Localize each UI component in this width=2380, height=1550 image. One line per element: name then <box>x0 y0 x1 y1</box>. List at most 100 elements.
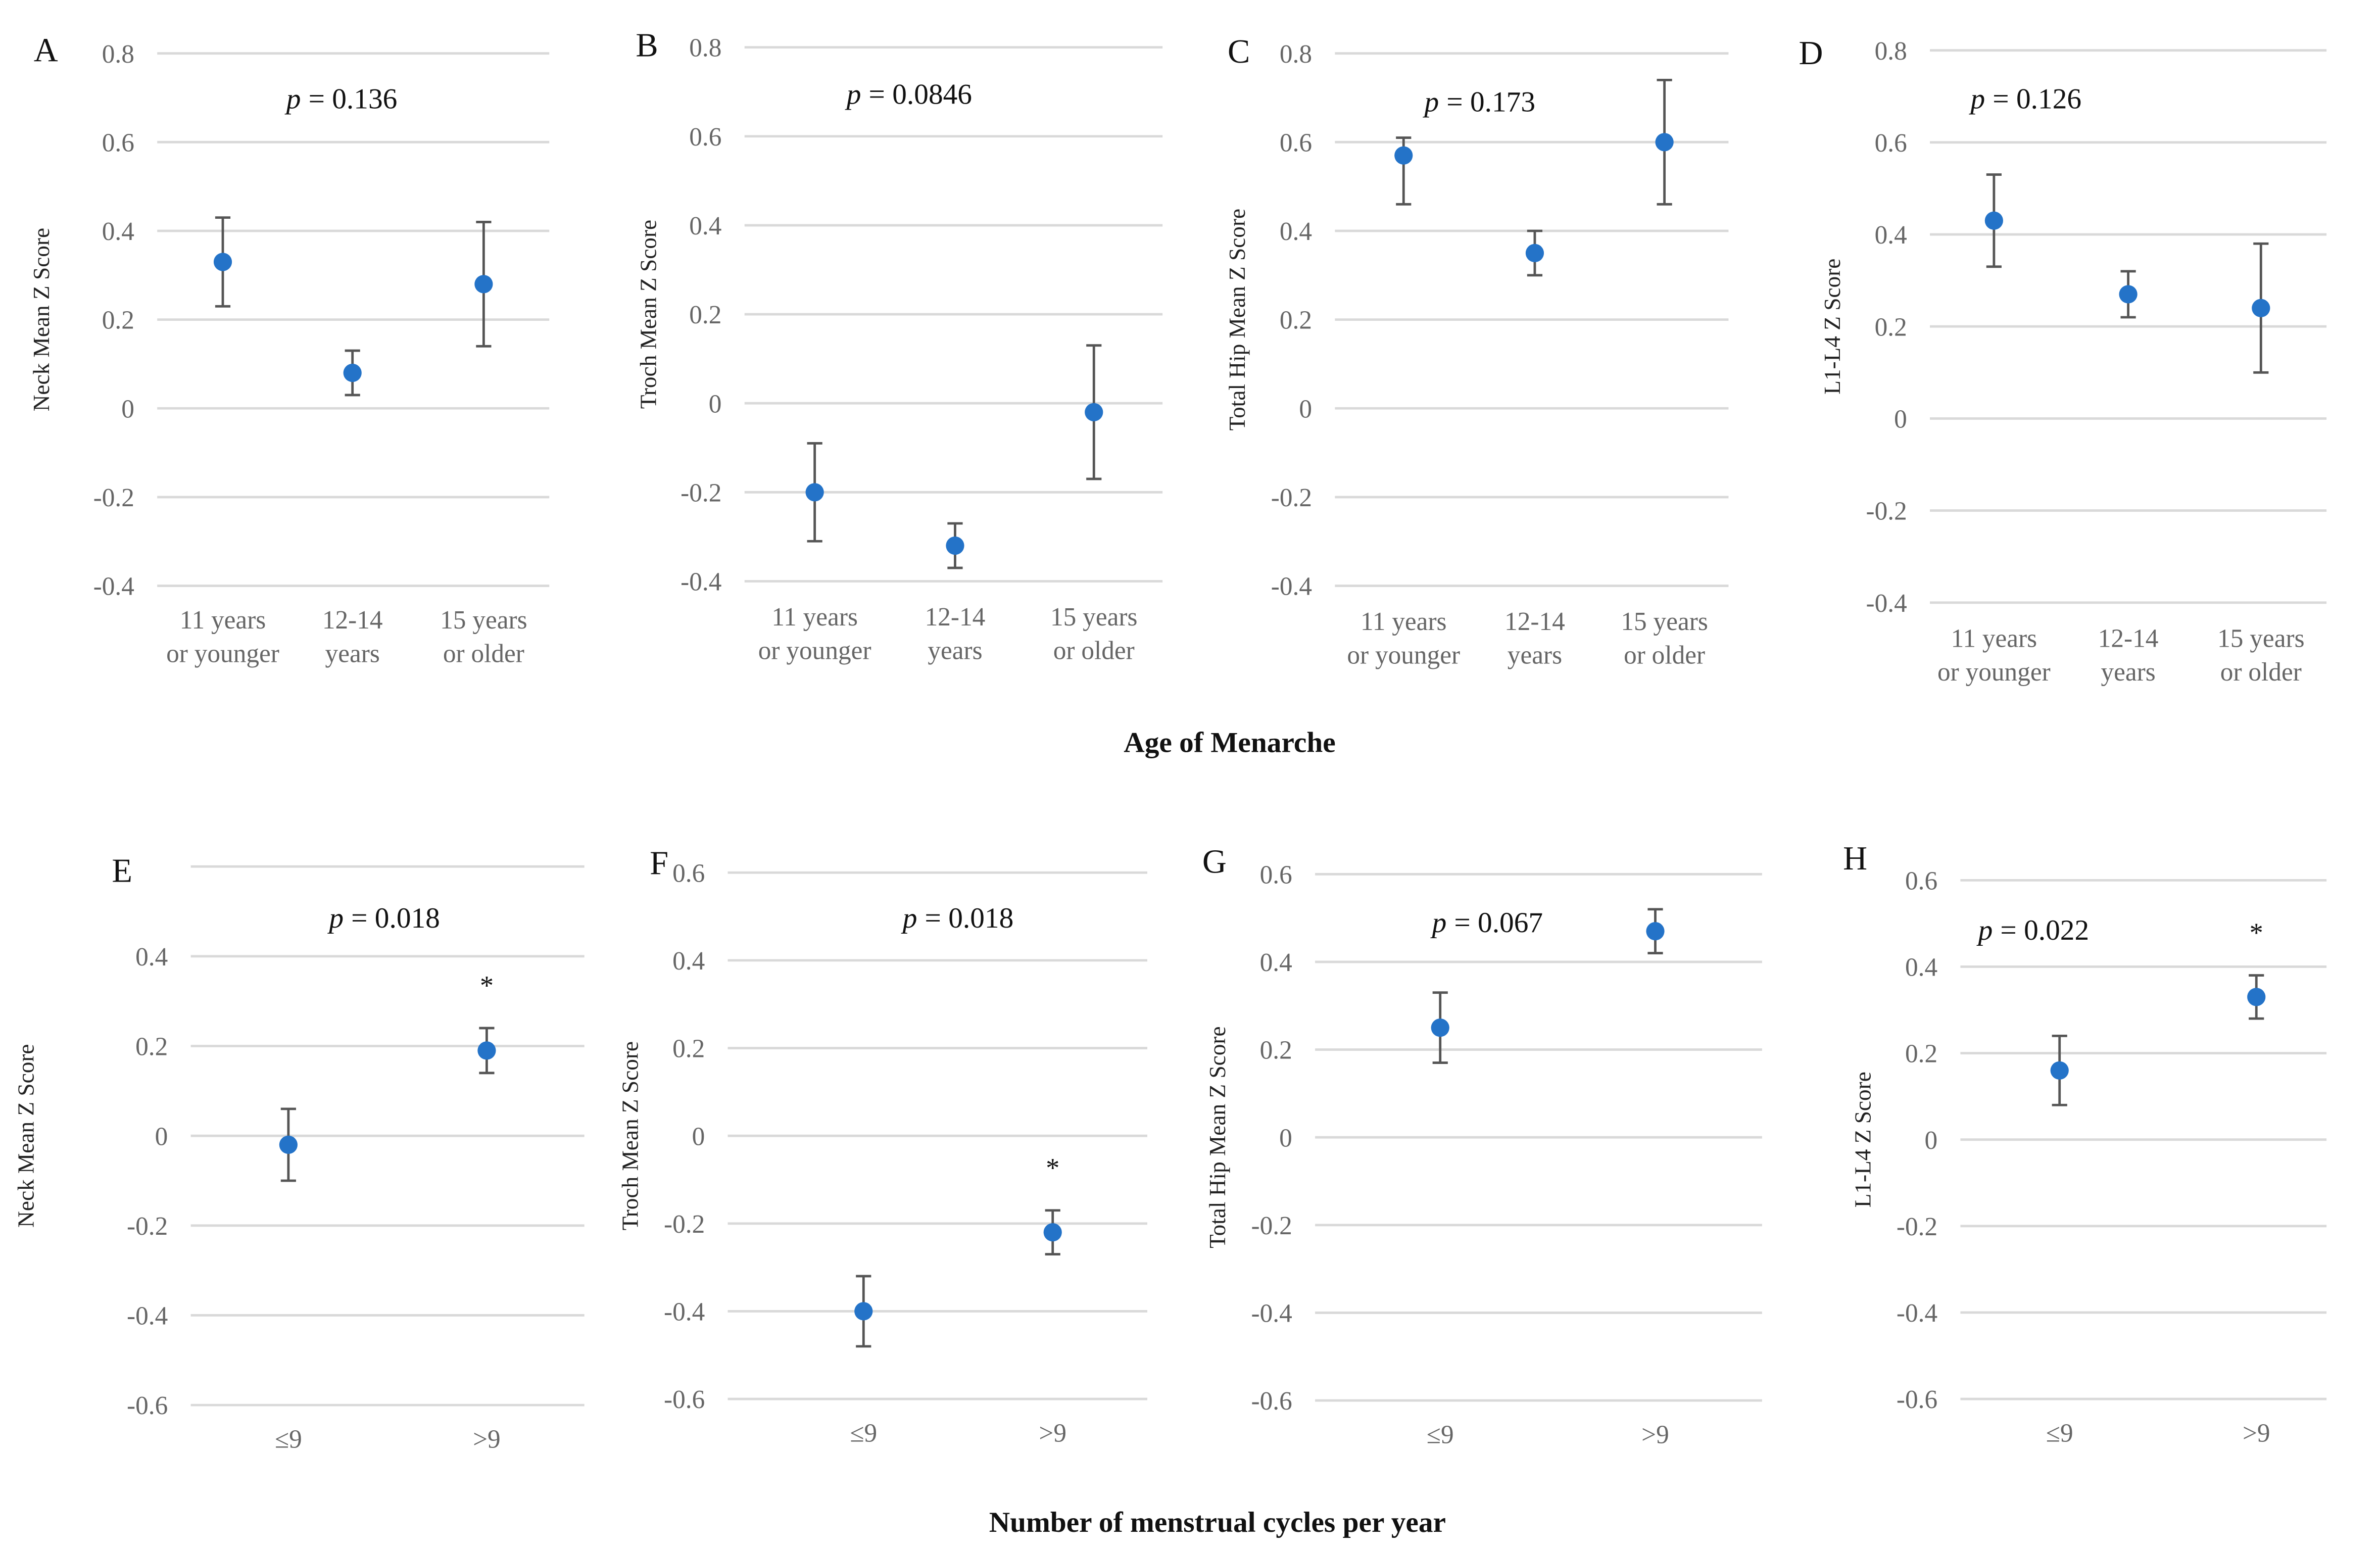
x-category-line: ≤9 <box>1427 1421 1454 1449</box>
x-category-line: years <box>1508 641 1562 670</box>
x-category-label: 12-14 years <box>925 603 986 665</box>
x-category-label: 15 years or older <box>2217 624 2304 686</box>
significance-star: * <box>2250 917 2263 948</box>
x-category-line: years <box>928 637 982 665</box>
panel-letter: A <box>34 32 58 69</box>
x-category-line: 11 years <box>771 603 858 632</box>
data-point <box>1394 146 1413 165</box>
x-category-label: 12-14 years <box>2098 624 2159 686</box>
x-category-line: or younger <box>1347 641 1460 670</box>
x-category-label: >9 <box>2243 1419 2270 1448</box>
y-tick-label: 0.2 <box>135 1033 168 1061</box>
data-point <box>2247 988 2266 1006</box>
x-category-line: or older <box>1624 641 1705 670</box>
y-tick-label: 0 <box>121 395 134 423</box>
x-category-label: 12-14 years <box>1504 607 1565 669</box>
data-point <box>854 1302 873 1321</box>
y-tick-label: 0 <box>709 390 722 418</box>
y-tick-label: -0.2 <box>664 1210 705 1239</box>
p-symbol: p <box>901 902 917 934</box>
x-category-label: 15 years or older <box>1050 603 1137 665</box>
y-tick-label: 0.6 <box>1875 129 1907 158</box>
y-tick-label: -0.4 <box>127 1302 168 1331</box>
y-tick-label: -0.6 <box>127 1391 168 1420</box>
data-point <box>2252 299 2270 317</box>
x-category-line: >9 <box>1641 1421 1669 1449</box>
y-tick-label: -0.2 <box>681 478 721 507</box>
panel-e: 0.4 0.2 0 -0.2 -0.4 -0.6 E Neck Mean Z Score p = … <box>14 852 585 1454</box>
panel-letter: D <box>1799 35 1823 72</box>
y-tick-label: 0.2 <box>689 301 721 329</box>
data-point <box>1646 922 1665 941</box>
x-category-line: or younger <box>166 640 279 668</box>
panel-letter: H <box>1843 840 1867 877</box>
x-category-label: 15 years or older <box>440 606 527 668</box>
x-category-line: 15 years <box>1050 603 1137 632</box>
y-tick-label: 0.2 <box>1260 1036 1292 1065</box>
y-tick-label: 0.6 <box>102 128 134 157</box>
x-category-label: 12-14 years <box>322 606 383 668</box>
y-axis-label: Total Hip Mean Z Score <box>1205 1026 1230 1248</box>
p-value: = 0.0846 <box>869 78 972 110</box>
y-tick-label: 0.6 <box>1260 860 1292 889</box>
y-tick-label: -0.6 <box>664 1385 705 1414</box>
panel-letter: G <box>1202 843 1227 880</box>
y-tick-label: 0.8 <box>1280 40 1312 69</box>
x-category-label: ≤9 <box>275 1425 302 1454</box>
x-category-line: >9 <box>1039 1419 1066 1448</box>
y-tick-label: -0.2 <box>1271 483 1312 512</box>
y-tick-label: 0.4 <box>102 217 134 246</box>
data-point <box>343 363 362 382</box>
y-axis-label: Neck Mean Z Score <box>29 228 54 411</box>
x-category-label: >9 <box>473 1425 501 1454</box>
y-tick-label: 0 <box>1924 1126 1937 1155</box>
panel-letter: C <box>1228 33 1250 70</box>
x-category-line: or older <box>2220 658 2302 687</box>
y-tick-label: 0.4 <box>672 947 705 976</box>
x-category-line: 11 years <box>1951 624 2037 653</box>
p-symbol: p <box>327 902 344 934</box>
panel-f: 0.6 0.4 0.2 0 -0.2 -0.4 -0.6 F Troch Mean Z Scor… <box>617 845 1147 1448</box>
y-tick-label: 0.2 <box>1875 313 1907 342</box>
data-point <box>279 1135 298 1154</box>
x-category-label: 11 years or younger <box>758 603 871 665</box>
y-axis-label: L1-L4 Z Score <box>1820 259 1845 395</box>
data-point <box>2050 1061 2069 1080</box>
y-tick-label: -0.4 <box>681 568 721 597</box>
p-value-annotation: p = 0.067 <box>1430 907 1543 939</box>
x-category-line: ≤9 <box>275 1425 302 1454</box>
y-tick-label: -0.2 <box>127 1212 168 1241</box>
y-tick-label: -0.4 <box>1251 1299 1292 1328</box>
data-point <box>474 275 493 294</box>
y-tick-label: 0 <box>692 1122 705 1151</box>
y-tick-label: 0.6 <box>672 859 705 888</box>
p-value-annotation: p = 0.173 <box>1422 86 1535 118</box>
y-axis-label: L1-L4 Z Score <box>1850 1072 1875 1207</box>
y-tick-label: -0.4 <box>1271 572 1312 601</box>
y-axis-label: Total Hip Mean Z Score <box>1225 209 1250 430</box>
data-point <box>213 253 232 271</box>
panel-d: 0.8 0.6 0.4 0.2 0 -0.2 -0.4 D L1-L4 Z Score p = 0.… <box>1799 35 2327 687</box>
x-category-line: 15 years <box>2217 624 2304 653</box>
y-tick-label: 0.4 <box>689 212 721 240</box>
x-category-line: 12-14 <box>1504 607 1565 636</box>
y-tick-label: 0 <box>1894 405 1907 434</box>
y-tick-label: -0.2 <box>1897 1213 1937 1241</box>
significance-star: * <box>1046 1152 1059 1183</box>
data-point <box>1085 403 1103 421</box>
data-point <box>1043 1223 1062 1242</box>
y-tick-label: 0.4 <box>1875 221 1907 250</box>
significance-star: * <box>480 971 494 1001</box>
y-axis-label: Troch Mean Z Score <box>636 220 661 409</box>
x-category-line: or younger <box>1937 658 2051 687</box>
panel-h: 0.6 0.4 0.2 0 -0.2 -0.4 -0.6 H L1-L4 Z Score p = 0… <box>1843 840 2327 1448</box>
panel-letter: E <box>112 852 132 889</box>
panel-g: 0.6 0.4 0.2 0 -0.2 -0.4 -0.6 G Total Hip Mean Z … <box>1202 843 1762 1449</box>
p-value: = 0.067 <box>1454 907 1543 939</box>
y-tick-label: -0.2 <box>1866 497 1907 526</box>
x-category-label: >9 <box>1039 1419 1066 1448</box>
x-category-line: or older <box>443 640 524 668</box>
x-category-line: ≤9 <box>2046 1419 2073 1448</box>
y-tick-label: 0.4 <box>1260 948 1292 977</box>
y-tick-label: 0.6 <box>1280 128 1312 157</box>
